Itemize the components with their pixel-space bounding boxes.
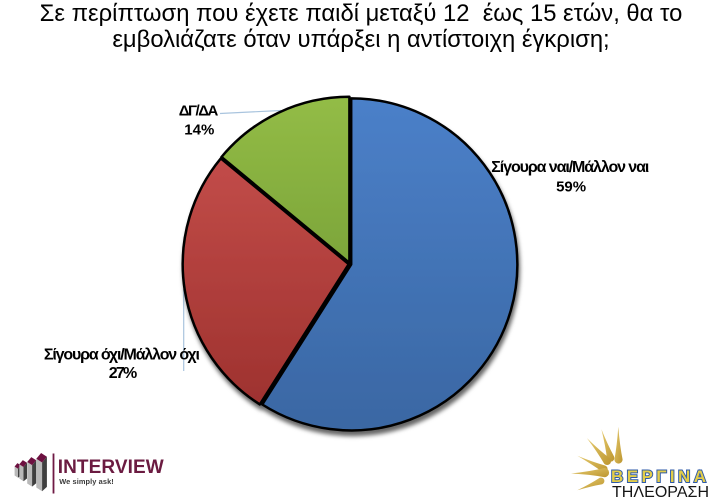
svg-text:59%: 59% (556, 178, 586, 195)
svg-text:ΒΕΡΓΙΝΑ: ΒΕΡΓΙΝΑ (611, 467, 707, 486)
svg-text:ΔΓ/ΔΑ: ΔΓ/ΔΑ (179, 103, 219, 120)
svg-text:14%: 14% (184, 121, 214, 138)
svg-text:ΤΗΛΕΟΡΑΣΗ: ΤΗΛΕΟΡΑΣΗ (612, 484, 709, 499)
svg-text:27%: 27% (109, 365, 138, 382)
svg-text:Σίγουρα όχι/Μάλλον όχι: Σίγουρα όχι/Μάλλον όχι (44, 347, 200, 364)
svg-text:INTERVIEW: INTERVIEW (58, 457, 164, 478)
svg-text:Σίγουρα ναι/Μάλλον ναι: Σίγουρα ναι/Μάλλον ναι (491, 159, 649, 176)
svg-text:We simply ask!: We simply ask! (59, 477, 114, 486)
